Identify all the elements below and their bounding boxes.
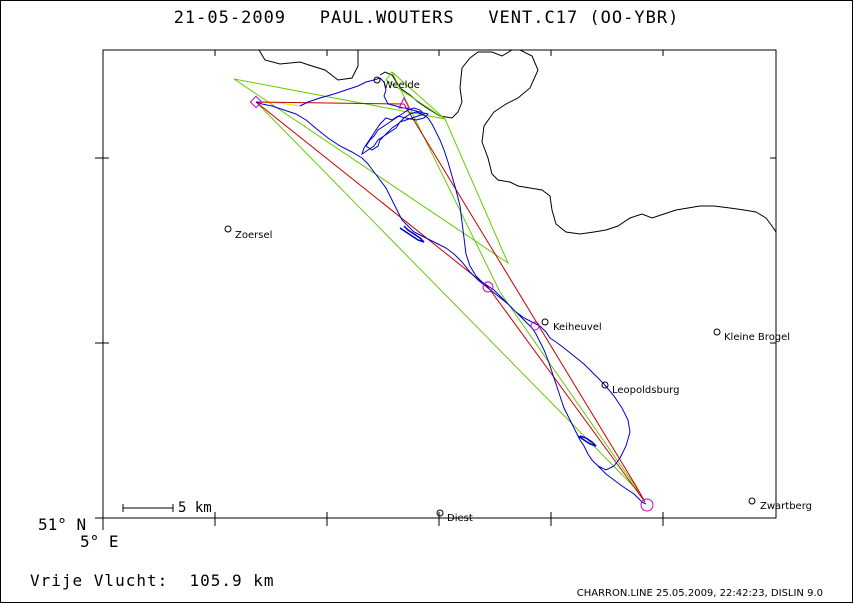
latitude-label: 51° N bbox=[38, 515, 87, 534]
finish-point-marker bbox=[640, 498, 654, 512]
national-border bbox=[258, 49, 359, 81]
software-credit: CHARRON.LINE 25.05.2009, 22:42:23, DISLI… bbox=[576, 588, 823, 599]
place-marker-diest bbox=[436, 509, 444, 517]
place-marker-zoersel bbox=[224, 225, 232, 233]
task-sector bbox=[233, 78, 510, 265]
place-label-zoersel: Zoersel bbox=[235, 230, 272, 241]
scale-bar-label: 5 km bbox=[178, 500, 212, 516]
start-point-marker bbox=[249, 95, 263, 109]
glider-name: VENT.C17 (OO-YBR) bbox=[488, 8, 680, 28]
flight-track-thermal-2 bbox=[577, 435, 597, 447]
place-label-diest: Diest bbox=[447, 513, 473, 524]
place-label-leopoldsburg: Leopoldsburg bbox=[612, 385, 679, 396]
place-marker-leopoldsburg bbox=[601, 381, 609, 389]
pilot-name: PAUL.WOUTERS bbox=[319, 8, 455, 28]
place-marker-keiheuvel bbox=[541, 318, 549, 326]
sector-lines-2 bbox=[391, 71, 641, 494]
map-border bbox=[102, 49, 777, 519]
flight-distance-line: Vrije Vlucht: 105.9 km bbox=[30, 571, 275, 590]
flight-date: 21-05-2009 bbox=[173, 8, 287, 28]
longitude-label: 5° E bbox=[80, 532, 119, 551]
route-line bbox=[255, 101, 646, 503]
turnpoint-1-marker bbox=[398, 96, 410, 109]
place-label-weelde: Weelde bbox=[383, 80, 420, 91]
flight-track-final bbox=[597, 465, 647, 505]
place-marker-weelde bbox=[373, 76, 381, 84]
sector-arm bbox=[385, 71, 446, 120]
flight-distance-value: 105.9 km bbox=[189, 571, 275, 590]
flight-distance-label: Vrije Vlucht: bbox=[30, 571, 169, 590]
turnpoint-3-marker bbox=[530, 321, 540, 331]
turnpoint-2-marker bbox=[482, 281, 494, 293]
place-marker-kleine-brogel bbox=[713, 328, 721, 336]
place-label-keiheuvel: Keiheuvel bbox=[553, 322, 602, 333]
place-marker-zwartberg bbox=[748, 497, 756, 505]
flight-title: 21-05-2009 PAUL.WOUTERS VENT.C17 (OO-YBR… bbox=[0, 8, 853, 28]
place-label-kleine-brogel: Kleine Brogel bbox=[724, 332, 790, 343]
national-border-east bbox=[379, 49, 777, 235]
flight-track-thermal bbox=[399, 225, 425, 243]
flight-track bbox=[255, 77, 631, 471]
axis-ticks bbox=[95, 50, 776, 530]
place-label-zwartberg: Zwartberg bbox=[760, 501, 812, 512]
scale-bar bbox=[122, 504, 174, 512]
